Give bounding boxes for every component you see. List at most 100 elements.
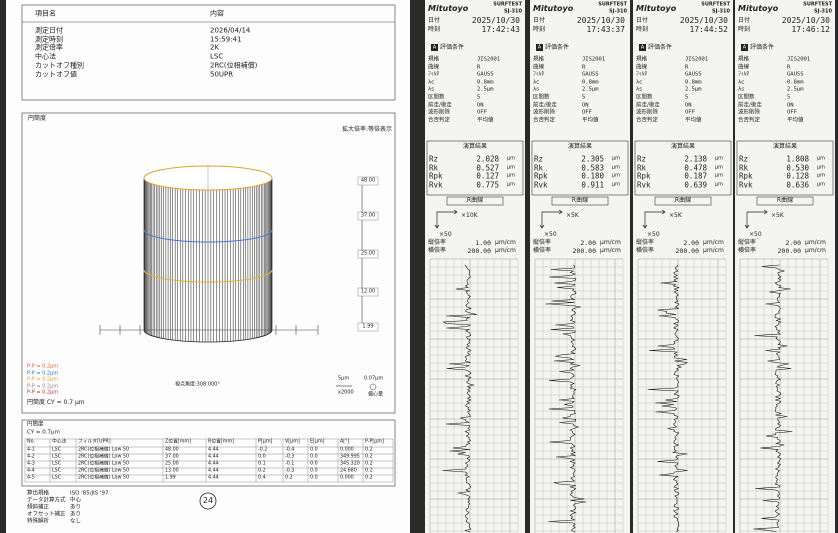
result-value: 0.180 [581, 171, 604, 181]
condition-label: 区間数 [428, 94, 445, 101]
time: 17:44:52 [689, 25, 728, 34]
result-unit: μm [612, 172, 621, 179]
condition-value: 2.5μm [582, 86, 599, 93]
result-unit: μm [507, 164, 516, 170]
table-header: 内容 [210, 9, 224, 18]
result-name: Rz [429, 154, 439, 164]
scale-label: 縦倍率 [738, 239, 757, 246]
section-title: 演算結果 [772, 143, 798, 150]
result-value: 0.128 [786, 171, 809, 181]
condition-label: λs [738, 86, 745, 93]
eccentricity-value: 0.07μm [364, 375, 384, 382]
condition-value: R [787, 63, 791, 70]
column-header: 中心法 [52, 439, 67, 445]
column-header: E[μm] [310, 439, 325, 445]
h-mag: ×5K [566, 212, 579, 219]
condition-value: JIS2001 [685, 56, 709, 63]
page-number: 24 [202, 496, 214, 505]
curve-title-box [756, 196, 814, 206]
printout-paper [735, 0, 835, 533]
scale-value: 200.00 [467, 246, 491, 255]
scale-label: 縦倍率 [636, 239, 655, 246]
condition-label: λc [428, 79, 435, 86]
result-name: Rvk [429, 179, 443, 189]
column-header: P[μm] [258, 439, 273, 445]
z-label: 12.00 [360, 288, 376, 295]
date: 2025/10/30 [576, 16, 625, 25]
brand: Mitutoyo [738, 4, 779, 13]
condition-label: 曲線 [533, 63, 545, 70]
brand: Mitutoyo [428, 4, 469, 13]
condition-label: ﾌｨﾙﾀ [738, 71, 750, 78]
footer-label: 算出規格 [27, 490, 50, 497]
result-unit: μm [715, 155, 724, 162]
z-label: 25.00 [360, 250, 376, 257]
scale-label: 横倍率 [428, 247, 447, 254]
result-unit: μm [507, 172, 516, 179]
condition-label: 前走/後走 [738, 101, 762, 108]
table-cell: -0.2 [258, 447, 268, 453]
curve-title-box [551, 196, 609, 206]
condition-label: 波形削除 [428, 109, 451, 116]
brand: Mitutoyo [636, 4, 677, 13]
condition-label: 前走/後走 [636, 101, 660, 108]
v-mag: ×50 [749, 231, 762, 238]
model: SURFTEST [493, 1, 522, 8]
condition-label: λs [428, 86, 435, 93]
date-label: 日付 [428, 17, 441, 24]
result-name: Rvk [739, 179, 753, 189]
footer-value: あり [70, 504, 82, 511]
brand: Mitutoyo [533, 4, 574, 13]
table-cell: 0.4 [258, 475, 266, 481]
time: 17:42:43 [481, 25, 520, 34]
condition-value: 5 [582, 94, 586, 101]
scale-label: 縦倍率 [428, 239, 447, 246]
legend-entry: P-P = 0.2μm [27, 389, 59, 396]
mag-arrow [744, 209, 768, 229]
z-label: 37.00 [360, 212, 376, 219]
result-unit: μm [612, 181, 621, 187]
result-name: Rpk [637, 171, 651, 181]
curve-title-box [654, 196, 712, 206]
condition-value: ON [685, 101, 692, 108]
result-name: Rvk [637, 179, 651, 189]
field-label: 測定時刻 [35, 35, 63, 44]
time-label: 時刻 [428, 26, 441, 33]
condition-value: OFF [685, 109, 695, 116]
legend-entry: P-P = 0.2μm [27, 370, 59, 376]
condition-label: ﾌｨﾙﾀ [428, 71, 440, 78]
marker: A [742, 44, 747, 50]
model: SURFTEST [701, 1, 730, 8]
printout-paper [530, 0, 630, 533]
eccentricity-icon [369, 383, 377, 391]
z-label-box [357, 249, 379, 259]
column-header: V[μm] [285, 439, 300, 445]
condition-value: JIS2001 [787, 56, 811, 63]
scale-value: 1.00 [475, 238, 491, 247]
table-cell: 4.44 [208, 475, 219, 481]
footer-label: 傾斜補正 [27, 504, 50, 511]
cylinder-bottom [143, 329, 273, 343]
result-value: 0.911 [581, 179, 604, 189]
date: 2025/10/30 [471, 16, 520, 25]
condition-value: OFF [477, 109, 487, 116]
page-number-circle [199, 492, 217, 510]
table-cell: 0.2 [285, 475, 293, 481]
table-cell: 2RC(位相補償) Low 50 [78, 475, 130, 481]
profile-trace [753, 264, 793, 533]
result-unit: μm [817, 181, 826, 187]
condition-label: λc [636, 79, 643, 86]
scale-label: 横倍率 [533, 247, 552, 254]
table-cell: 24.680 [340, 468, 357, 474]
section-orange [143, 269, 273, 283]
condition-label: ﾌｨﾙﾀ [533, 71, 545, 78]
mag-arrow [642, 209, 666, 229]
column-header: No. [27, 439, 35, 445]
section-title: 評価条件 [545, 44, 570, 51]
result-unit: μm [507, 155, 516, 162]
field-label: カットオフ値 [35, 70, 77, 78]
table-cell: 4.44 [208, 447, 219, 453]
table-cell: -0.3 [285, 454, 295, 460]
condition-label: ﾌｨﾙﾀ [636, 71, 648, 78]
